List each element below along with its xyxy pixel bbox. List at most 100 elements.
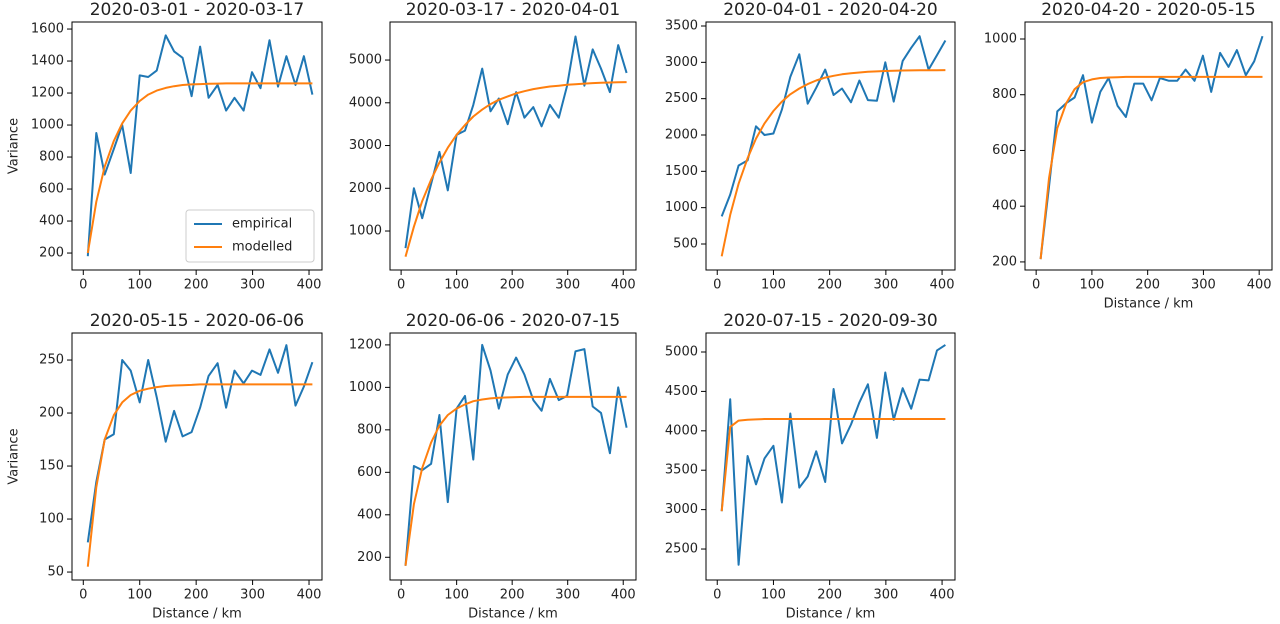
chart-title: 2020-05-15 - 2020-06-06	[90, 311, 305, 331]
y-tick-label: 1500	[665, 164, 698, 179]
y-tick-label: 1000	[349, 380, 382, 395]
x-tick-label: 100	[127, 588, 152, 603]
plot-frame	[389, 21, 637, 271]
x-tick-label: 300	[873, 588, 898, 603]
y-tick-label: 50	[47, 565, 64, 580]
y-tick-label: 800	[357, 422, 382, 437]
series-line	[1039, 75, 1263, 260]
series-line	[86, 34, 314, 257]
y-tick-label: 100	[39, 512, 64, 527]
chart-title: 2020-03-17 - 2020-04-01	[406, 0, 621, 20]
chart-title: 2020-07-15 - 2020-09-30	[723, 311, 938, 331]
y-tick-label: 3000	[665, 55, 698, 70]
x-tick-label: 0	[1032, 278, 1040, 293]
y-tick-label: 800	[992, 87, 1017, 102]
series-line	[720, 69, 946, 257]
legend-label: modelled	[232, 240, 292, 255]
y-tick-label: 1000	[665, 200, 698, 215]
x-tick-label: 200	[500, 278, 525, 293]
x-axis-label: Distance / km	[152, 607, 242, 622]
y-tick-label: 4000	[349, 95, 382, 110]
x-tick-label: 400	[930, 278, 955, 293]
y-tick-label: 150	[39, 459, 64, 474]
x-tick-label: 200	[817, 588, 842, 603]
x-tick-label: 300	[1191, 278, 1216, 293]
y-tick-label: 500	[673, 236, 698, 251]
series-line	[404, 81, 627, 257]
chart-title: 2020-06-06 - 2020-07-15	[406, 311, 621, 331]
y-tick-label: 3000	[665, 502, 698, 517]
y-tick-label: 1600	[31, 22, 64, 37]
y-tick-label: 1400	[31, 54, 64, 69]
chart-title: 2020-04-01 - 2020-04-20	[723, 0, 938, 20]
y-tick-label: 1000	[984, 31, 1017, 46]
x-tick-label: 200	[184, 278, 209, 293]
x-tick-label: 300	[240, 278, 265, 293]
series-line	[404, 343, 628, 566]
chart-title: 2020-04-20 - 2020-05-15	[1041, 0, 1256, 20]
y-tick-label: 400	[357, 507, 382, 522]
series-line	[86, 82, 313, 254]
plot-frame	[705, 332, 956, 581]
x-tick-label: 200	[500, 588, 525, 603]
y-tick-label: 4500	[665, 384, 698, 399]
y-tick-label: 400	[992, 199, 1017, 214]
plot-frame	[389, 332, 637, 581]
x-tick-label: 100	[127, 278, 152, 293]
y-tick-label: 5000	[349, 53, 382, 68]
y-tick-label: 600	[39, 182, 64, 197]
x-tick-label: 0	[397, 278, 405, 293]
y-tick-label: 3500	[665, 463, 698, 478]
x-tick-label: 200	[1135, 278, 1160, 293]
plot-frame	[705, 21, 956, 271]
x-tick-label: 300	[555, 588, 580, 603]
x-axis-label: Distance / km	[1104, 297, 1194, 312]
x-tick-label: 400	[611, 588, 636, 603]
x-axis-label: Distance / km	[786, 607, 876, 622]
y-tick-label: 600	[357, 465, 382, 480]
x-tick-label: 300	[240, 588, 265, 603]
series-line	[404, 35, 628, 249]
y-tick-label: 400	[39, 214, 64, 229]
x-tick-label: 400	[611, 278, 636, 293]
y-tick-label: 4000	[665, 423, 698, 438]
x-tick-label: 400	[297, 278, 322, 293]
y-tick-label: 200	[992, 254, 1017, 269]
plot-frame	[71, 21, 323, 271]
x-tick-label: 100	[1079, 278, 1104, 293]
y-tick-label: 2500	[665, 91, 698, 106]
y-tick-label: 3000	[349, 138, 382, 153]
x-axis-label: Distance / km	[468, 607, 558, 622]
x-tick-label: 400	[297, 588, 322, 603]
x-tick-label: 400	[1247, 278, 1272, 293]
series-line	[720, 344, 946, 566]
y-tick-label: 5000	[665, 344, 698, 359]
y-tick-label: 250	[39, 353, 64, 368]
y-tick-label: 3500	[665, 18, 698, 33]
x-tick-label: 100	[444, 588, 469, 603]
y-tick-label: 200	[39, 406, 64, 421]
series-line	[1039, 35, 1264, 260]
y-tick-label: 2500	[665, 542, 698, 557]
series-line	[404, 395, 627, 566]
series-line	[86, 344, 314, 543]
y-tick-label: 1000	[31, 118, 64, 133]
y-tick-label: 200	[39, 246, 64, 261]
plot-frame	[1024, 21, 1273, 271]
x-tick-label: 0	[713, 278, 721, 293]
x-tick-label: 0	[79, 588, 87, 603]
x-tick-label: 0	[397, 588, 405, 603]
y-tick-label: 200	[357, 550, 382, 565]
y-axis-label: Variance	[7, 428, 22, 484]
x-tick-label: 400	[930, 588, 955, 603]
y-tick-label: 1200	[31, 86, 64, 101]
x-tick-label: 100	[761, 588, 786, 603]
x-tick-label: 0	[79, 278, 87, 293]
x-tick-label: 100	[444, 278, 469, 293]
x-tick-label: 300	[873, 278, 898, 293]
x-tick-label: 200	[817, 278, 842, 293]
x-tick-label: 0	[713, 588, 721, 603]
y-tick-label: 1000	[349, 224, 382, 239]
y-tick-label: 1200	[349, 337, 382, 352]
